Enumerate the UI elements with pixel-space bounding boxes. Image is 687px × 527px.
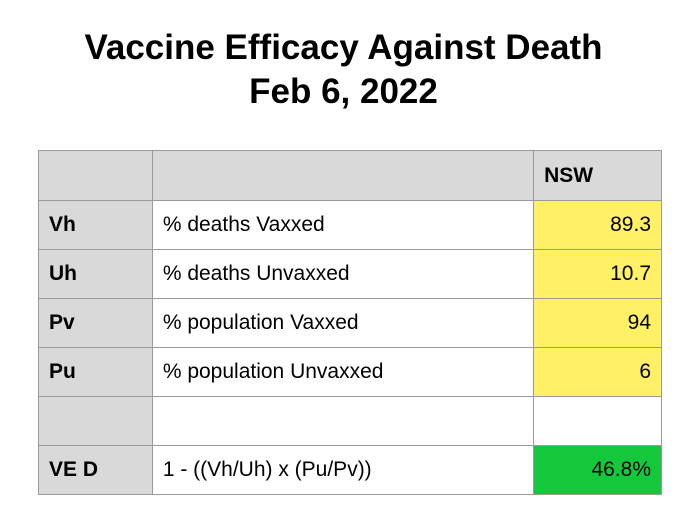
row-value — [533, 396, 662, 446]
table-row-blank — [38, 396, 662, 446]
table-row-ved: VE D 1 - ((Vh/Uh) x (Pu/Pv)) 46.8% — [38, 445, 662, 495]
row-code: Pv — [38, 298, 153, 348]
vaccine-efficacy-table: NSW Vh % deaths Vaxxed 89.3 Uh % deaths … — [38, 150, 662, 495]
row-value: 89.3 — [533, 200, 662, 250]
row-code: Pu — [38, 347, 153, 397]
header-region-cell: NSW — [533, 150, 662, 201]
row-value: 94 — [533, 298, 662, 348]
row-code: Vh — [38, 200, 153, 250]
row-description: % population Unvaxxed — [151, 347, 535, 397]
row-value: 10.7 — [533, 249, 662, 299]
row-code: Uh — [38, 249, 153, 299]
table-row-uh: Uh % deaths Unvaxxed 10.7 — [38, 249, 662, 299]
row-code — [38, 396, 153, 446]
header-code-cell — [38, 150, 153, 201]
row-description: % population Vaxxed — [151, 298, 535, 348]
table-row-pv: Pv % population Vaxxed 94 — [38, 298, 662, 348]
title-line-date: Feb 6, 2022 — [249, 72, 438, 111]
table-row-pu: Pu % population Unvaxxed 6 — [38, 347, 662, 397]
row-description: % deaths Unvaxxed — [151, 249, 535, 299]
row-result-value: 46.8% — [533, 445, 662, 495]
table-header-row: NSW — [38, 150, 662, 201]
page-title: Vaccine Efficacy Against Death Feb 6, 20… — [0, 26, 687, 114]
row-code: VE D — [38, 445, 153, 495]
row-description — [151, 396, 535, 446]
title-line-main: Vaccine Efficacy Against Death — [84, 28, 603, 67]
row-formula: 1 - ((Vh/Uh) x (Pu/Pv)) — [151, 445, 535, 495]
row-value: 6 — [533, 347, 662, 397]
table-row-vh: Vh % deaths Vaxxed 89.3 — [38, 200, 662, 250]
header-description-cell — [151, 150, 535, 201]
row-description: % deaths Vaxxed — [151, 200, 535, 250]
